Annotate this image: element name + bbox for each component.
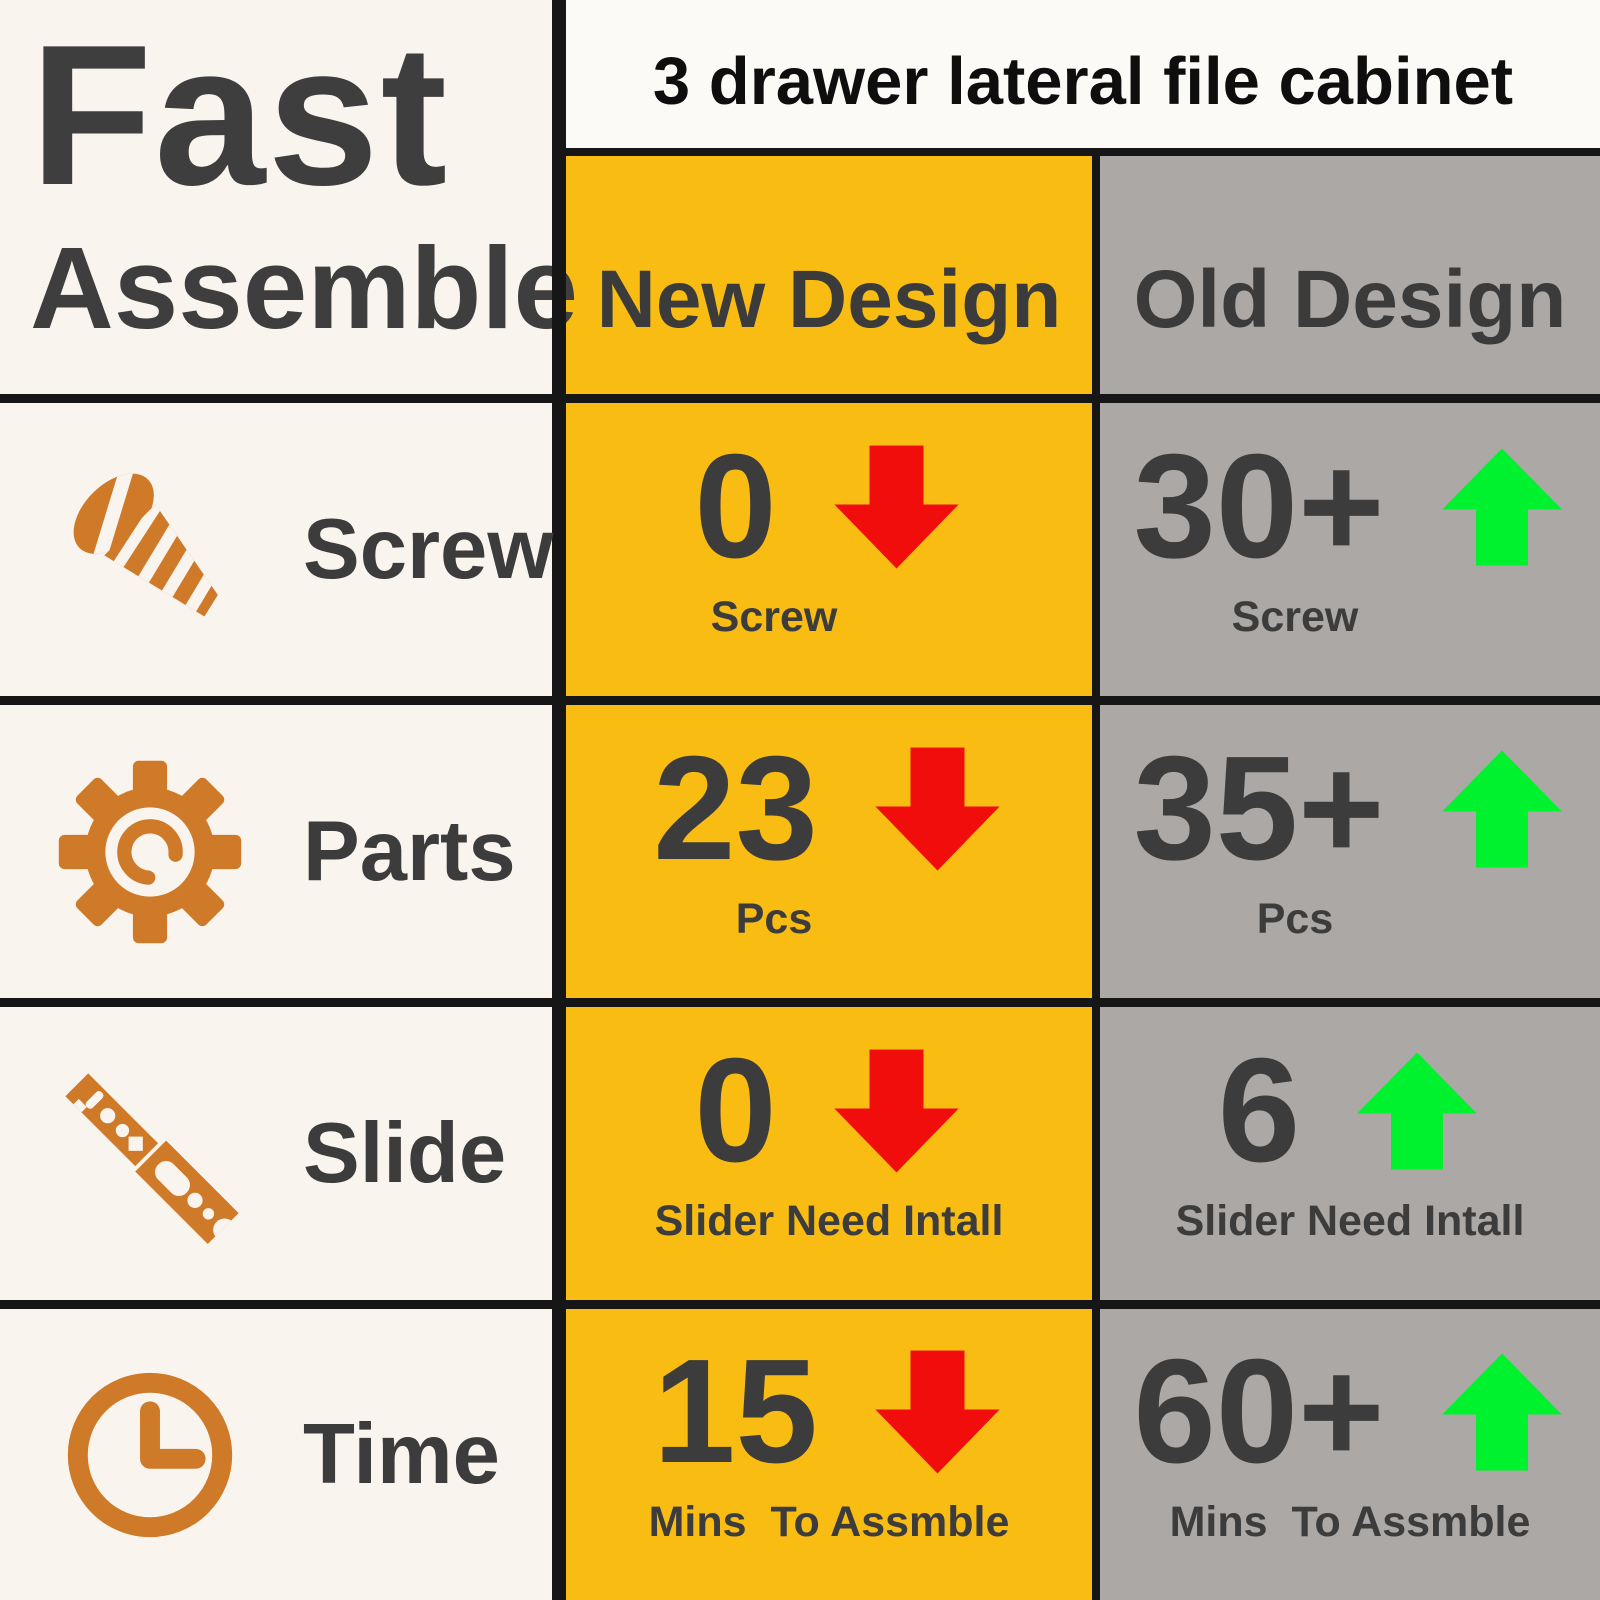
arrow-up-icon: [1437, 748, 1567, 870]
arrow-down-icon: [829, 443, 964, 571]
page-title-line2: Assemble: [30, 223, 579, 353]
row-label: Slide: [303, 1105, 507, 1201]
row-label: Screw: [303, 501, 554, 597]
value-unit: Mins To Assmble: [648, 1498, 1010, 1546]
arrow-up-icon: [1352, 1050, 1482, 1172]
value-text: 0: [694, 424, 777, 589]
cell-new-parts: 23 Pcs: [566, 705, 1092, 998]
arrow-down-icon: [870, 1348, 1005, 1476]
value-unit: Pcs: [735, 895, 813, 943]
row-header-parts: Parts: [0, 705, 552, 998]
divider-vertical-main: [552, 0, 566, 1600]
value-text: 30+: [1133, 424, 1385, 589]
value-unit: Screw: [710, 593, 838, 641]
row-header-time: Time: [0, 1309, 552, 1600]
arrow-down-icon: [829, 1047, 964, 1175]
arrow-up-icon: [1437, 1351, 1567, 1473]
cell-old-time: 60+ Mins To Assmble: [1100, 1309, 1600, 1600]
clock-icon: [55, 1360, 245, 1550]
row-label: Parts: [303, 803, 516, 899]
value-unit: Mins To Assmble: [1169, 1498, 1531, 1546]
screw-icon: [55, 455, 245, 645]
cell-old-screw: 30+ Screw: [1100, 403, 1600, 696]
column-header-new-design: New Design: [596, 254, 1062, 345]
divider-under-title: [552, 148, 1600, 156]
value-unit: Pcs: [1256, 895, 1334, 943]
page-title-line1: Fast: [30, 4, 450, 227]
value-unit: Screw: [1231, 593, 1359, 641]
divider-vertical-columns: [1092, 148, 1100, 1600]
arrow-up-icon: [1437, 446, 1567, 568]
value-text: 15: [653, 1329, 818, 1494]
row-header-slide: Slide: [0, 1007, 552, 1300]
value-text: 60+: [1133, 1329, 1385, 1494]
cell-new-time: 15 Mins To Assmble: [566, 1309, 1092, 1600]
new-design-column-bg: [566, 148, 1092, 1600]
divider-row-4: [0, 1300, 1600, 1309]
table-title: 3 drawer lateral file cabinet: [566, 0, 1600, 148]
slide-icon: [55, 1059, 245, 1249]
value-text: 0: [694, 1028, 777, 1193]
cell-new-screw: 0 Screw: [566, 403, 1092, 696]
divider-row-3: [0, 998, 1600, 1007]
column-header-old-design: Old Design: [1133, 254, 1567, 345]
divider-row-2: [0, 696, 1600, 705]
value-unit: Slider Need Intall: [1175, 1197, 1525, 1245]
divider-row-1: [0, 394, 1600, 403]
row-header-screw: Screw: [0, 403, 554, 696]
value-unit: Slider Need Intall: [654, 1197, 1004, 1245]
value-text: 6: [1217, 1028, 1301, 1193]
old-design-column-bg: [1100, 148, 1600, 1600]
cell-new-slide: 0 Slider Need Intall: [566, 1007, 1092, 1300]
row-label: Time: [303, 1406, 500, 1502]
arrow-down-icon: [870, 745, 1005, 873]
cell-old-parts: 35+ Pcs: [1100, 705, 1600, 998]
value-text: 35+: [1133, 726, 1385, 891]
gear-icon: [55, 757, 245, 947]
value-text: 23: [653, 726, 818, 891]
cell-old-slide: 6 Slider Need Intall: [1100, 1007, 1600, 1300]
page-title: Fast Assemble: [30, 4, 579, 353]
